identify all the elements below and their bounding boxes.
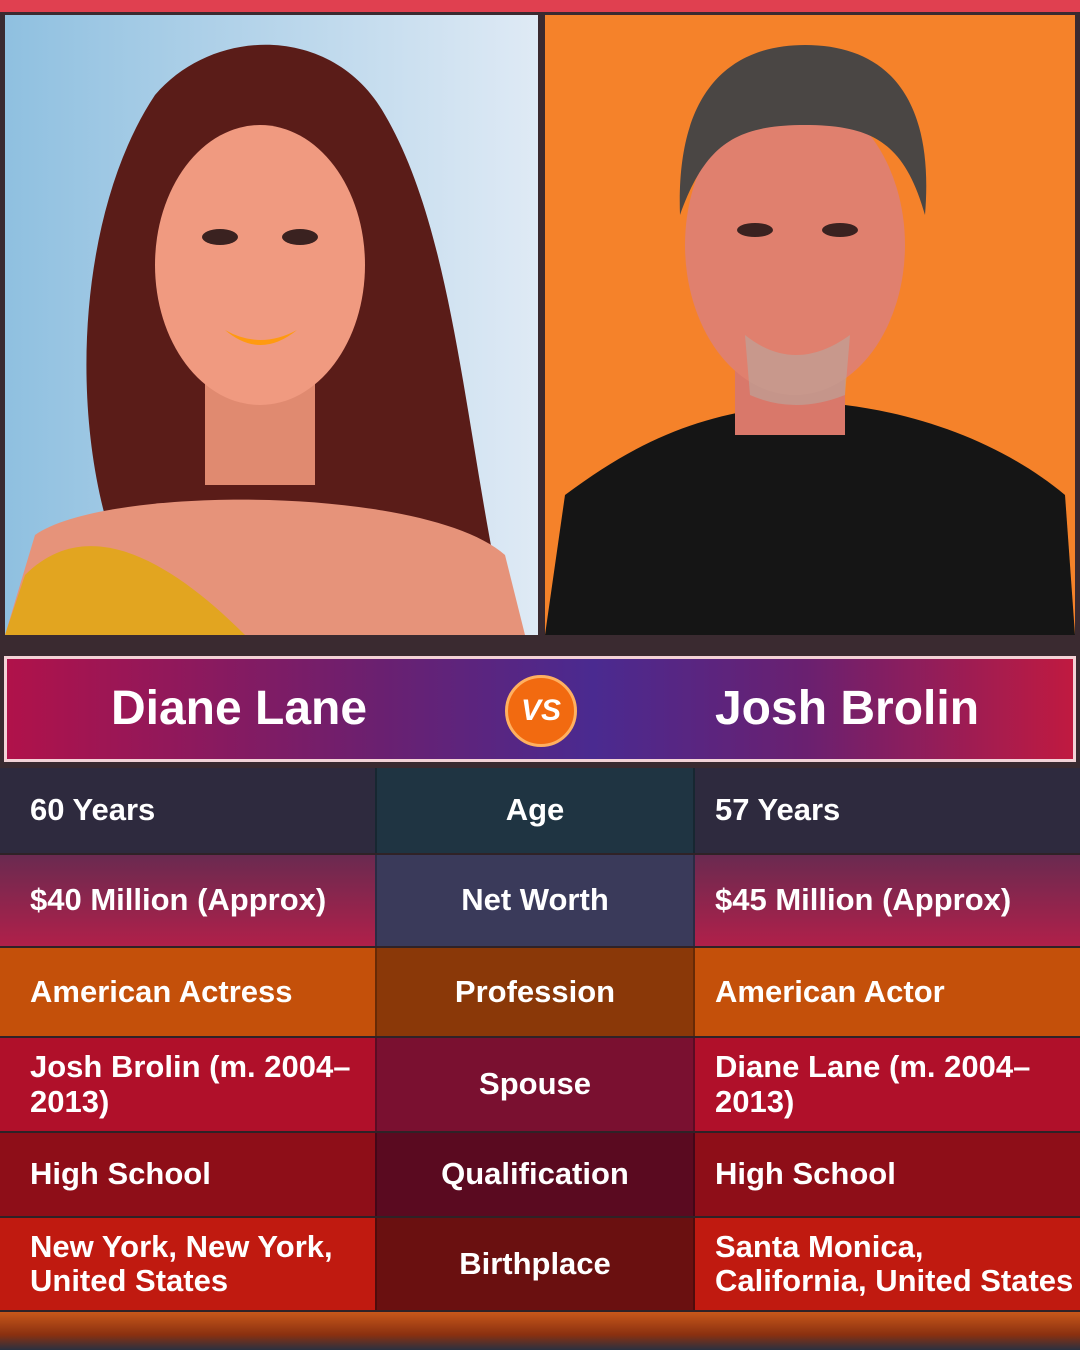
left-value: $40 Million (Approx) — [0, 855, 375, 946]
names-band: Diane Lane VS Josh Brolin — [4, 656, 1076, 762]
comparison-table: 60 Years Age 57 Years $40 Million (Approx) N… — [0, 768, 1080, 1312]
table-row: American Actress Profession American Actor — [0, 948, 1080, 1038]
right-value: High School — [695, 1133, 1080, 1216]
row-label: Birthplace — [375, 1218, 695, 1310]
top-strip — [0, 0, 1080, 12]
left-value: New York, New York, United States — [0, 1218, 375, 1310]
right-value: Santa Monica, California, United States — [695, 1218, 1080, 1310]
bottom-strip — [0, 1312, 1080, 1350]
table-row: Josh Brolin (m. 2004–2013) Spouse Diane La… — [0, 1038, 1080, 1133]
row-label: Profession — [375, 948, 695, 1036]
table-row: $40 Million (Approx) Net Worth $45 Million… — [0, 855, 1080, 948]
table-row: 60 Years Age 57 Years — [0, 768, 1080, 855]
left-value: 60 Years — [0, 768, 375, 853]
row-label: Net Worth — [375, 855, 695, 946]
left-name: Diane Lane — [110, 682, 368, 735]
row-label: Qualification — [375, 1133, 695, 1216]
right-value: American Actor — [695, 948, 1080, 1036]
table-row: High School Qualification High School — [0, 1133, 1080, 1218]
left-value: High School — [0, 1133, 375, 1216]
left-value: American Actress — [0, 948, 375, 1036]
table-row: New York, New York, United States Birthpl… — [0, 1218, 1080, 1312]
left-photo — [5, 15, 538, 635]
right-value: 57 Years — [695, 768, 1080, 853]
right-value: $45 Million (Approx) — [695, 855, 1080, 946]
right-portrait — [545, 15, 1075, 635]
left-value: Josh Brolin (m. 2004–2013) — [0, 1038, 375, 1131]
right-name: Josh Brolin — [714, 682, 980, 735]
right-value: Diane Lane (m. 2004–2013) — [695, 1038, 1080, 1131]
vs-badge: VS — [505, 675, 577, 747]
row-label: Age — [375, 768, 695, 853]
left-portrait — [5, 15, 538, 635]
row-label: Spouse — [375, 1038, 695, 1131]
right-photo — [545, 15, 1075, 635]
